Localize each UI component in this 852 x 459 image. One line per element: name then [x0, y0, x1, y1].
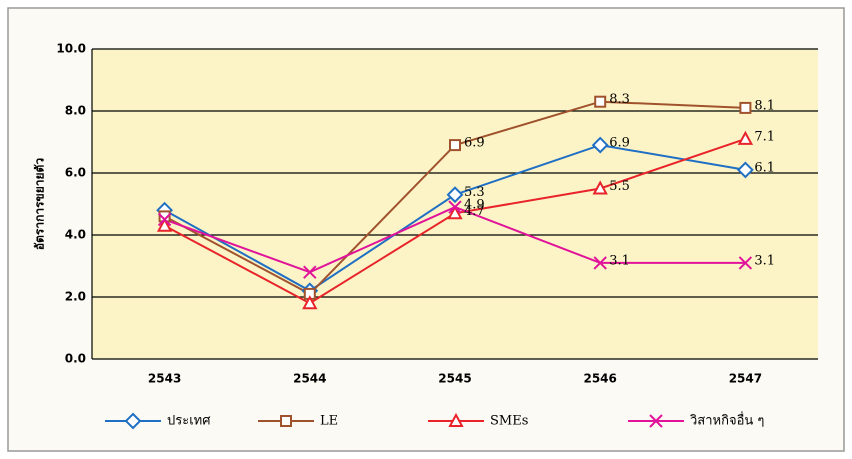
point [592, 180, 608, 195]
y-tick-label: 2.0 [65, 290, 86, 304]
y-tick-label: 4.0 [65, 228, 86, 242]
y-tick-label: 8.0 [65, 104, 86, 118]
point [448, 412, 464, 427]
point [591, 136, 609, 154]
y-tick-label: 0.0 [65, 352, 86, 366]
y-tick-label: 6.0 [65, 166, 86, 180]
point [649, 414, 663, 428]
point [124, 412, 142, 430]
point [738, 256, 753, 270]
data-label: 5.3 [464, 185, 485, 200]
x-tick-label: 2544 [293, 372, 326, 386]
legend-label: วิสาหกิจอื่น ๆ [689, 412, 764, 429]
plot-area [92, 49, 818, 359]
data-label: 6.9 [464, 136, 485, 151]
point [303, 265, 317, 279]
data-label: 8.1 [754, 98, 775, 113]
data-label: 7.1 [754, 129, 775, 144]
point [156, 217, 173, 232]
point [446, 186, 464, 204]
point [737, 130, 754, 145]
point [739, 101, 752, 114]
data-label: 3.1 [754, 253, 775, 268]
data-label: 6.9 [609, 136, 630, 151]
point [593, 256, 607, 270]
legend-label: LE [320, 414, 338, 429]
legend-label: ประเทศ [167, 414, 211, 429]
point [736, 161, 754, 179]
data-label: 3.1 [609, 253, 630, 268]
data-label: 4.9 [464, 198, 485, 213]
x-tick-label: 2546 [583, 372, 616, 386]
x-tick-label: 2545 [438, 372, 471, 386]
point [449, 139, 461, 152]
x-tick-label: 2543 [148, 372, 181, 386]
data-label: 4.7 [464, 204, 485, 219]
point [302, 295, 318, 310]
y-tick-label: 10.0 [56, 42, 86, 56]
point [447, 205, 463, 220]
legend-label: SMEs [490, 414, 528, 429]
point [448, 200, 462, 214]
data-label: 5.5 [609, 179, 630, 194]
y-axis-label: อัตราการขยายตัว [33, 158, 47, 250]
x-tick-label: 2547 [729, 372, 762, 386]
point [157, 212, 172, 227]
data-label: 8.3 [609, 92, 630, 107]
point [280, 415, 292, 427]
point [594, 95, 607, 108]
data-label: 6.1 [754, 160, 775, 175]
